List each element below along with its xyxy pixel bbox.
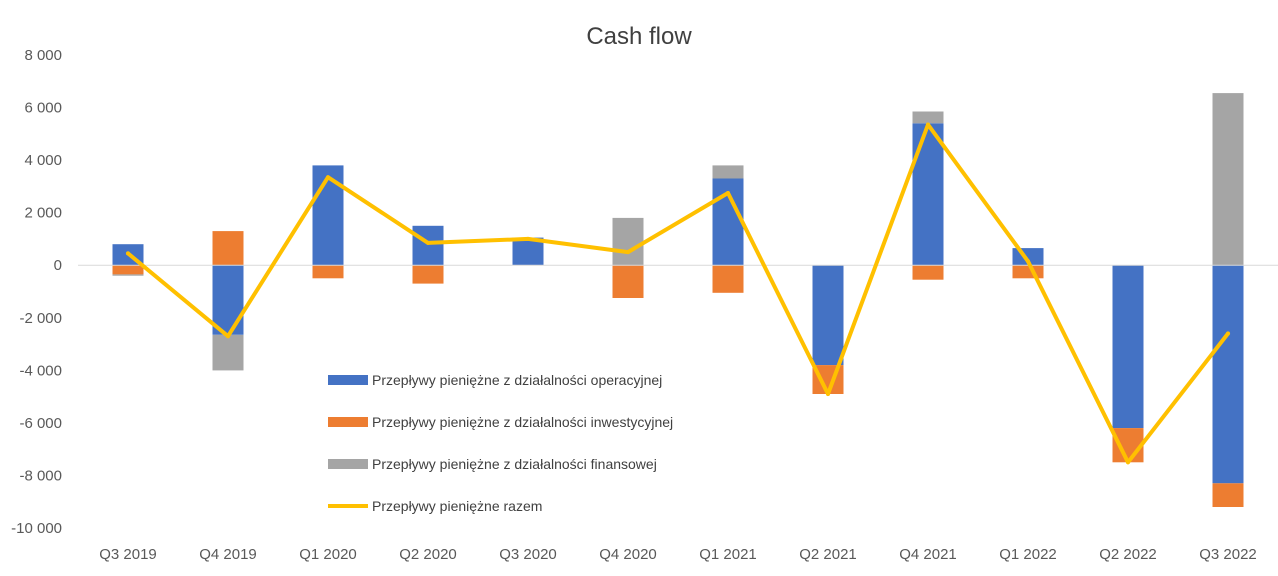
- x-tick-label: Q2 2022: [1099, 546, 1157, 563]
- bar-investing-0: [112, 265, 144, 275]
- total-point-1: [226, 334, 230, 339]
- bar-investing-6: [712, 265, 744, 293]
- bar-financing-1: [212, 334, 244, 371]
- bar-investing-5: [612, 265, 644, 298]
- bar-investing-1: [212, 231, 244, 266]
- total-line-layer: [126, 122, 1230, 465]
- x-tick-label: Q4 2020: [599, 546, 657, 563]
- bar-operating-7: [812, 265, 844, 366]
- total-point-10: [1126, 460, 1130, 465]
- bar-operating-3: [412, 225, 444, 266]
- x-tick-label: Q3 2020: [499, 546, 557, 563]
- legend-label-0: Przepływy pieniężne z działalności opera…: [372, 372, 662, 388]
- bar-investing-3: [412, 265, 444, 284]
- legend-swatch-0: [328, 375, 368, 385]
- bar-financing-0: [112, 274, 144, 276]
- total-point-9: [1026, 259, 1030, 264]
- bar-investing-8: [912, 265, 944, 280]
- y-tick-label: -10 000: [11, 520, 62, 537]
- y-tick-label: 0: [54, 257, 62, 274]
- bar-financing-6: [712, 165, 744, 179]
- bars-layer: [112, 93, 1244, 507]
- y-tick-label: 6 000: [24, 100, 62, 117]
- bar-financing-5: [612, 217, 644, 266]
- legend-swatch-1: [328, 417, 368, 427]
- y-axis-ticks: 8 000 6 000 4 000 2 000 0 -2 000 -4 000 -6 000 -…: [11, 47, 62, 537]
- total-point-5: [626, 250, 630, 255]
- bar-operating-8: [912, 123, 944, 266]
- x-axis-ticks: Q3 2019 Q4 2019 Q1 2020 Q2 2020 Q3 2020 Q4 20…: [99, 546, 1257, 563]
- y-tick-label: -6 000: [19, 415, 62, 432]
- total-point-11: [1226, 331, 1230, 336]
- legend-label-2: Przepływy pieniężne z działalności finan…: [372, 456, 657, 472]
- bar-investing-2: [312, 265, 344, 279]
- legend-swatch-2: [328, 459, 368, 469]
- y-tick-label: 2 000: [24, 205, 62, 222]
- y-tick-label: 8 000: [24, 47, 62, 64]
- total-point-8: [926, 122, 930, 127]
- bar-operating-11: [1212, 265, 1244, 484]
- bar-operating-10: [1112, 265, 1144, 429]
- total-point-4: [526, 236, 530, 241]
- x-tick-label: Q2 2020: [399, 546, 457, 563]
- bar-investing-9: [1012, 265, 1044, 279]
- x-tick-label: Q4 2021: [899, 546, 957, 563]
- total-point-7: [826, 392, 830, 396]
- legend: Przepływy pieniężne z działalności opera…: [328, 372, 673, 514]
- bar-investing-11: [1212, 483, 1244, 507]
- y-tick-label: 4 000: [24, 152, 62, 169]
- total-point-3: [426, 240, 430, 245]
- legend-label-3: Przepływy pieniężne razem: [372, 498, 542, 514]
- y-tick-label: -4 000: [19, 362, 62, 379]
- x-tick-label: Q4 2019: [199, 546, 257, 563]
- x-tick-label: Q3 2022: [1199, 546, 1257, 563]
- bar-operating-1: [212, 265, 244, 335]
- x-tick-label: Q2 2021: [799, 546, 857, 563]
- y-tick-label: -2 000: [19, 310, 62, 327]
- total-point-2: [326, 175, 330, 180]
- x-tick-label: Q1 2021: [699, 546, 757, 563]
- chart-title: Cash flow: [586, 23, 692, 50]
- x-tick-label: Q3 2019: [99, 546, 157, 563]
- bar-financing-11: [1212, 93, 1244, 266]
- legend-label-1: Przepływy pieniężne z działalności inwes…: [372, 414, 673, 430]
- bar-financing-8: [912, 111, 944, 124]
- total-cash-flow-line: [126, 122, 1230, 465]
- x-tick-label: Q1 2022: [999, 546, 1057, 563]
- total-point-0: [126, 251, 130, 256]
- y-tick-label: -8 000: [19, 467, 62, 484]
- x-tick-label: Q1 2020: [299, 546, 357, 563]
- total-point-6: [726, 191, 730, 195]
